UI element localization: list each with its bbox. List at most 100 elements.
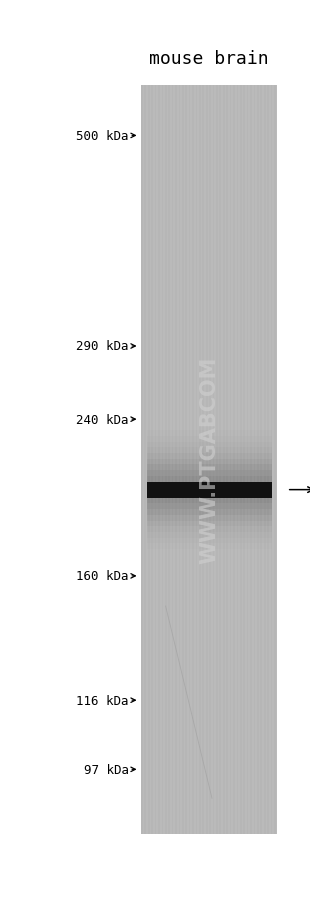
Bar: [147, 476, 272, 504]
Bar: [155, 86, 156, 834]
Bar: [199, 86, 201, 834]
Bar: [242, 86, 243, 834]
Bar: [202, 86, 204, 834]
Bar: [147, 459, 272, 521]
Bar: [147, 454, 272, 527]
Bar: [233, 86, 235, 834]
Bar: [160, 86, 162, 834]
Bar: [230, 86, 231, 834]
Bar: [269, 86, 271, 834]
Bar: [235, 86, 237, 834]
Bar: [197, 86, 199, 834]
Bar: [157, 86, 158, 834]
Bar: [170, 86, 172, 834]
Bar: [141, 86, 277, 834]
Bar: [219, 86, 221, 834]
Bar: [262, 86, 264, 834]
Bar: [215, 86, 216, 834]
Bar: [150, 86, 151, 834]
Bar: [218, 86, 219, 834]
Bar: [148, 86, 150, 834]
Bar: [167, 86, 168, 834]
Bar: [224, 86, 226, 834]
Text: 240 kDa: 240 kDa: [76, 413, 129, 426]
Text: 160 kDa: 160 kDa: [76, 570, 129, 583]
Bar: [182, 86, 184, 834]
Bar: [168, 86, 170, 834]
Bar: [250, 86, 252, 834]
Bar: [147, 442, 272, 538]
Text: 500 kDa: 500 kDa: [76, 130, 129, 143]
Bar: [276, 86, 277, 834]
Bar: [147, 448, 272, 532]
Bar: [163, 86, 165, 834]
Bar: [196, 86, 197, 834]
Bar: [194, 86, 196, 834]
Bar: [190, 86, 192, 834]
Bar: [271, 86, 272, 834]
Bar: [192, 86, 194, 834]
Bar: [249, 86, 250, 834]
Text: 97 kDa: 97 kDa: [84, 763, 129, 776]
Bar: [175, 86, 177, 834]
Bar: [240, 86, 242, 834]
Bar: [259, 86, 260, 834]
Bar: [211, 86, 213, 834]
Bar: [146, 86, 148, 834]
Bar: [158, 86, 160, 834]
Bar: [209, 86, 211, 834]
Text: 116 kDa: 116 kDa: [76, 694, 129, 707]
Bar: [245, 86, 247, 834]
Bar: [201, 86, 202, 834]
Bar: [165, 86, 167, 834]
Bar: [174, 86, 175, 834]
Bar: [208, 86, 209, 834]
Bar: [147, 482, 272, 498]
Bar: [238, 86, 240, 834]
Bar: [172, 86, 174, 834]
Bar: [260, 86, 262, 834]
Bar: [265, 86, 267, 834]
Bar: [147, 471, 272, 510]
Bar: [147, 431, 272, 549]
Bar: [226, 86, 228, 834]
Bar: [185, 86, 187, 834]
Bar: [179, 86, 180, 834]
Bar: [267, 86, 269, 834]
Bar: [206, 86, 208, 834]
Bar: [189, 86, 190, 834]
Bar: [147, 482, 272, 498]
Bar: [213, 86, 214, 834]
Bar: [143, 86, 144, 834]
Text: 290 kDa: 290 kDa: [76, 340, 129, 353]
Text: mouse brain: mouse brain: [149, 50, 269, 68]
Bar: [204, 86, 206, 834]
Bar: [162, 86, 163, 834]
Bar: [223, 86, 224, 834]
Bar: [243, 86, 245, 834]
Bar: [274, 86, 276, 834]
Bar: [247, 86, 249, 834]
Bar: [272, 86, 274, 834]
Bar: [147, 465, 272, 515]
Bar: [252, 86, 254, 834]
Bar: [237, 86, 238, 834]
Bar: [141, 86, 143, 834]
Bar: [184, 86, 185, 834]
Bar: [216, 86, 218, 834]
Bar: [228, 86, 230, 834]
Bar: [187, 86, 189, 834]
Bar: [180, 86, 182, 834]
Bar: [221, 86, 223, 834]
Bar: [231, 86, 233, 834]
Bar: [177, 86, 179, 834]
Bar: [257, 86, 259, 834]
Text: WWW.PTGABCOM: WWW.PTGABCOM: [199, 356, 219, 564]
Bar: [255, 86, 257, 834]
Bar: [264, 86, 265, 834]
Bar: [144, 86, 146, 834]
Bar: [153, 86, 155, 834]
Bar: [151, 86, 153, 834]
Bar: [254, 86, 255, 834]
Bar: [147, 437, 272, 544]
